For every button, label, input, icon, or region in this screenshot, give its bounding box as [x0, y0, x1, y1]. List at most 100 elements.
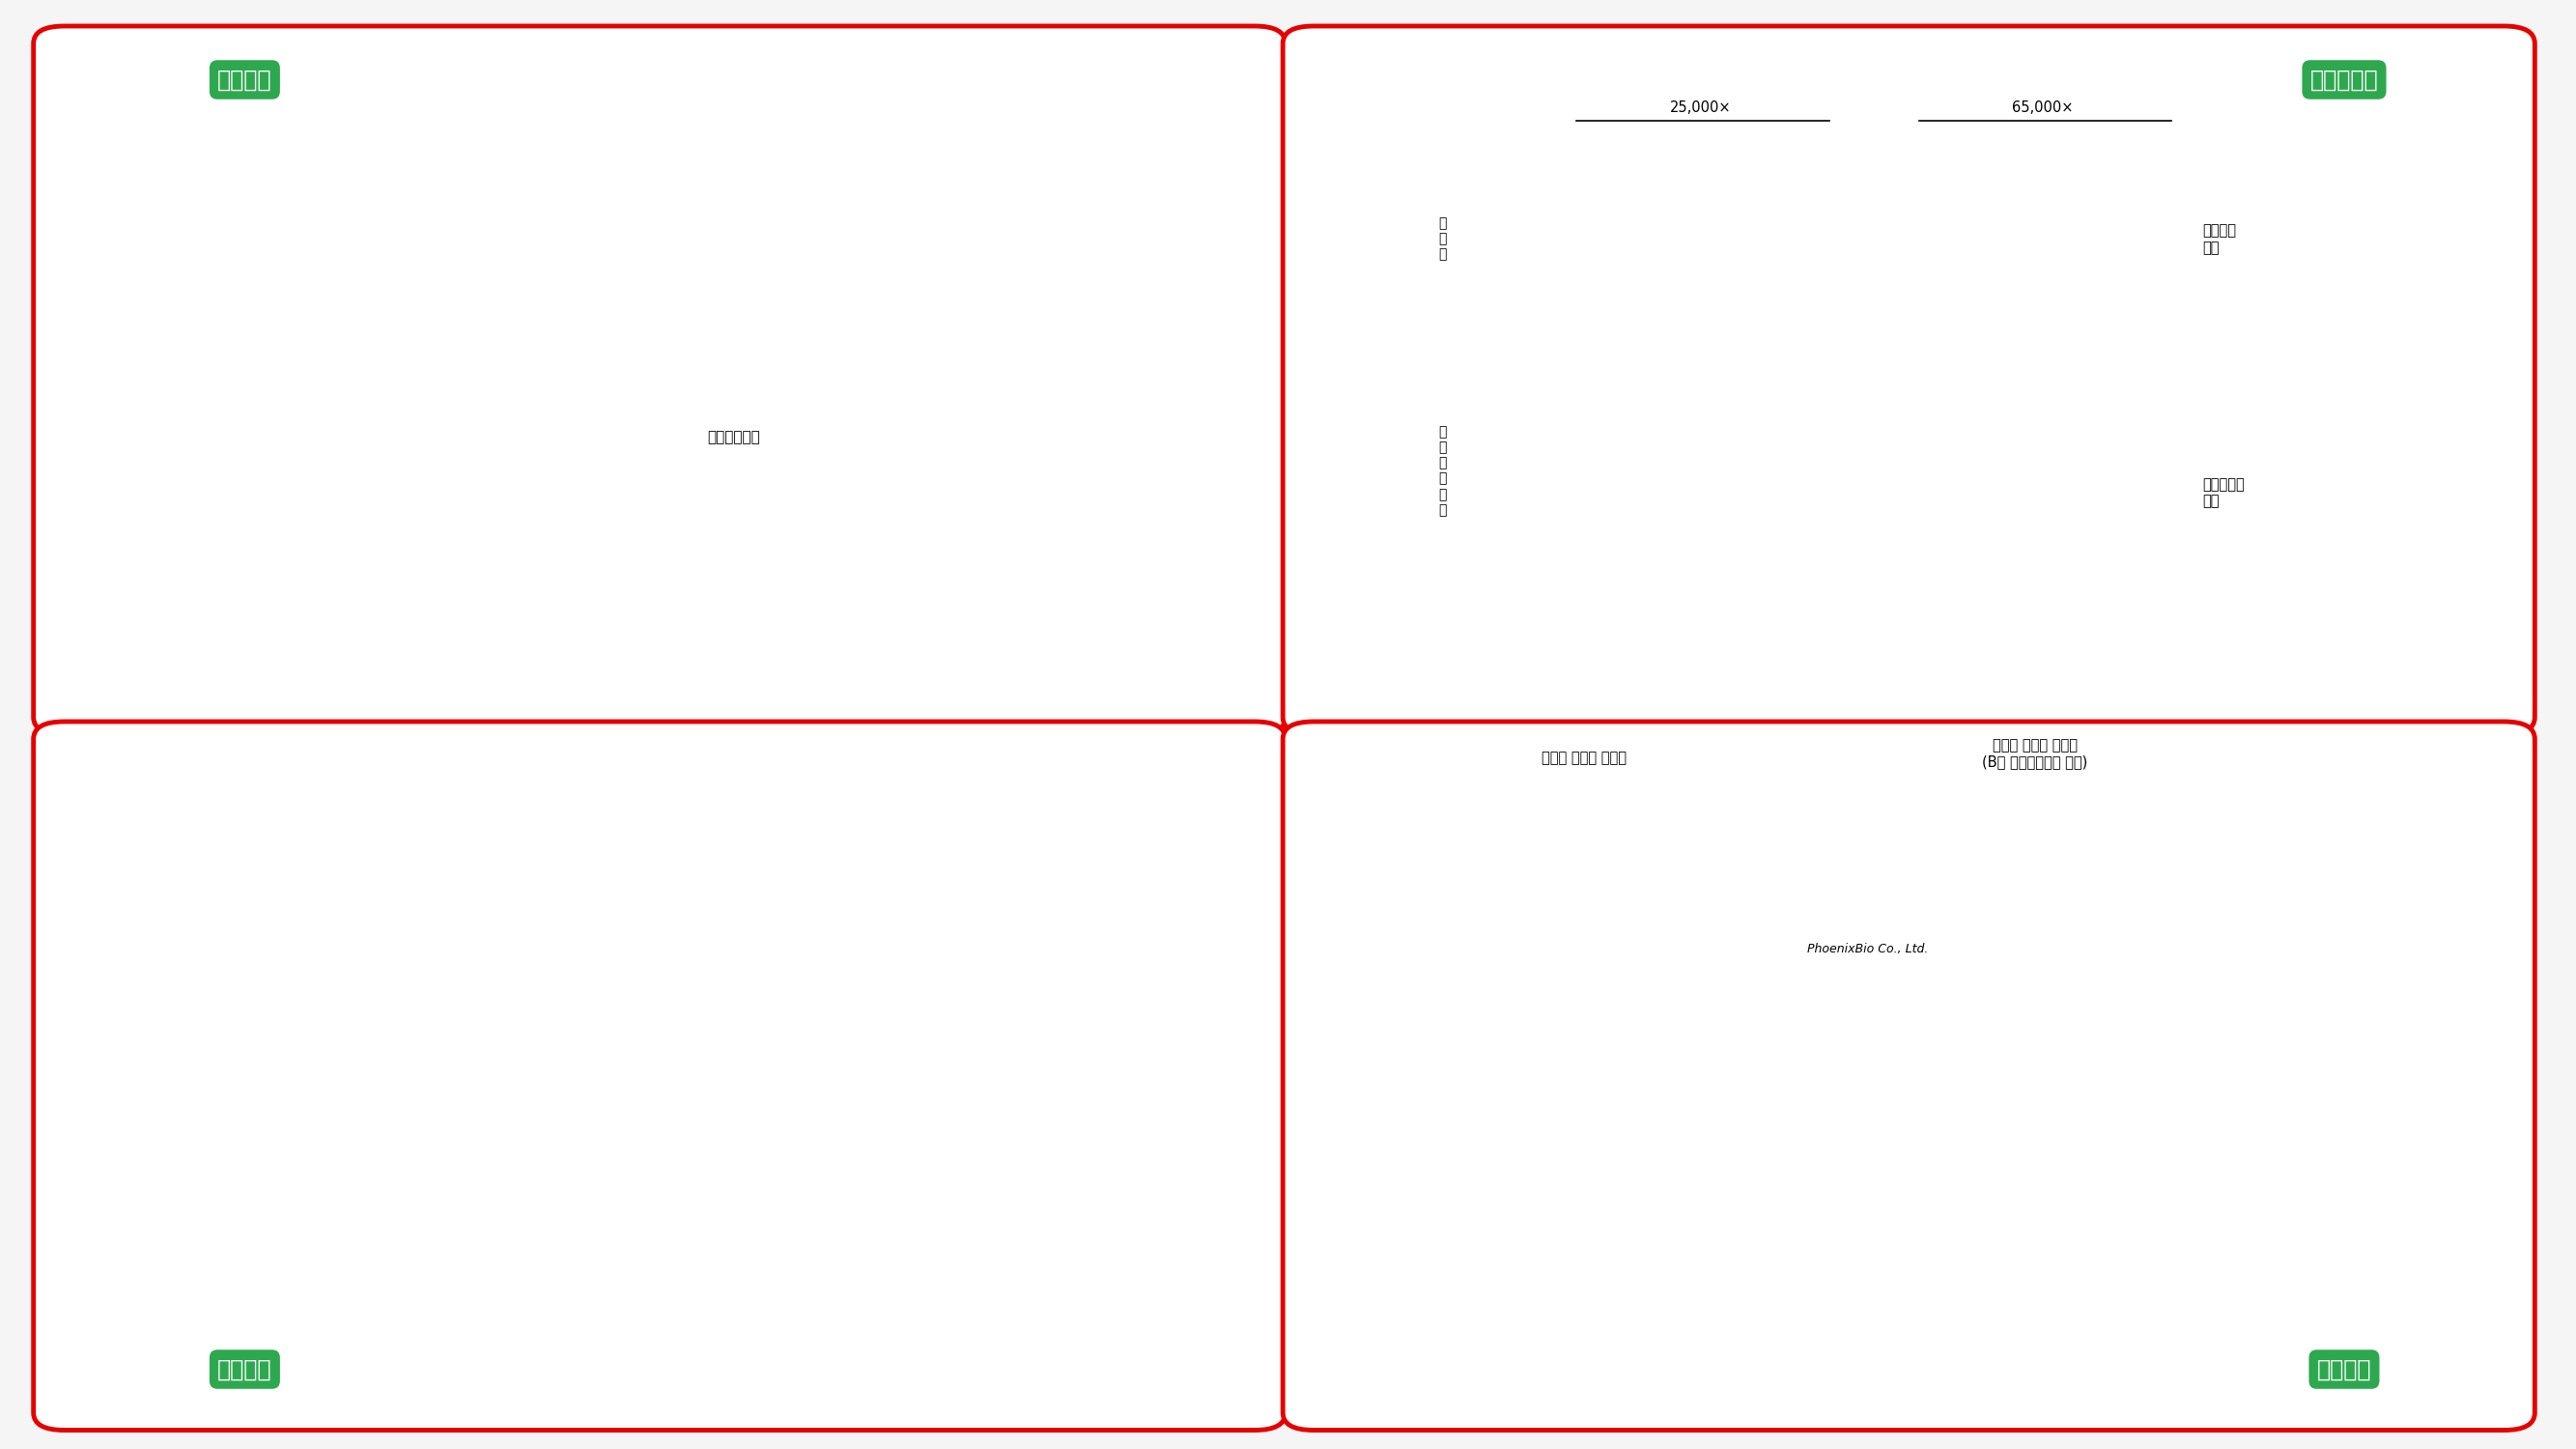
Point: [966, 193, 1007, 216]
Point: [842, 551, 884, 574]
Point: [621, 593, 662, 616]
Point: [1139, 533, 1180, 556]
Point: [309, 498, 350, 522]
Point: [1115, 285, 1157, 309]
Point: [796, 241, 837, 264]
Point: [590, 203, 631, 226]
Point: [938, 219, 979, 242]
Point: [904, 217, 945, 241]
Point: [507, 238, 549, 261]
Point: [799, 230, 840, 254]
Point: [626, 235, 667, 258]
Text: 기존 약물
억제 효율 =1: 기존 약물 억제 효율 =1: [1180, 233, 1236, 261]
Point: [569, 232, 611, 255]
Point: [312, 296, 353, 319]
Point: [793, 243, 835, 267]
Point: [626, 271, 667, 294]
Point: [417, 540, 459, 564]
Point: [278, 523, 319, 546]
Point: [791, 325, 832, 348]
Point: [737, 516, 778, 539]
Point: [829, 540, 871, 564]
Point: [629, 191, 670, 214]
Point: [806, 572, 848, 596]
Point: [559, 229, 600, 252]
Point: [345, 261, 386, 284]
Point: [355, 630, 397, 653]
Point: [984, 578, 1025, 601]
Point: [544, 225, 585, 248]
Point: [999, 565, 1041, 588]
Point: [1103, 597, 1144, 620]
Point: [1074, 225, 1115, 248]
Point: [981, 225, 1023, 248]
Point: [757, 219, 799, 242]
Point: [355, 270, 397, 293]
Point: [652, 184, 693, 207]
Point: [598, 241, 639, 264]
Point: [858, 229, 899, 252]
Point: [716, 252, 757, 275]
Point: [466, 220, 507, 243]
Point: [404, 243, 446, 267]
Point: [878, 262, 920, 285]
Text: 바이러스
감소: 바이러스 감소: [2344, 1188, 2375, 1217]
Point: [1139, 255, 1180, 278]
Point: [1136, 545, 1177, 568]
Point: [281, 542, 322, 565]
Point: [657, 283, 698, 306]
Point: [1028, 519, 1069, 542]
Point: [389, 543, 430, 567]
Point: [456, 578, 497, 601]
Point: [1023, 252, 1064, 275]
Point: [366, 265, 407, 288]
Point: [1095, 582, 1136, 606]
Point: [863, 584, 904, 607]
Point: [464, 546, 505, 569]
Circle shape: [974, 966, 1010, 987]
Point: [917, 574, 958, 597]
Point: [742, 233, 783, 256]
Point: [526, 613, 567, 636]
Point: [824, 535, 866, 558]
Point: [891, 264, 933, 287]
Point: [482, 565, 523, 588]
Point: [667, 532, 708, 555]
Point: [953, 165, 994, 188]
Point: [729, 268, 770, 291]
Point: [886, 288, 927, 312]
Point: [301, 203, 343, 226]
Point: [842, 201, 884, 225]
Point: [894, 546, 935, 569]
Point: [654, 194, 696, 217]
Point: [379, 258, 420, 281]
Point: [1118, 577, 1159, 600]
Point: [595, 582, 636, 606]
Point: [742, 554, 783, 577]
Point: [1100, 216, 1141, 239]
Point: [680, 284, 721, 307]
Point: [554, 562, 595, 585]
Point: [1064, 213, 1105, 236]
Point: [371, 190, 412, 213]
Point: [281, 222, 322, 245]
Point: [719, 571, 760, 594]
Point: [343, 200, 384, 223]
Point: [953, 565, 994, 588]
Point: [608, 509, 649, 532]
Point: [786, 556, 827, 580]
Point: [783, 284, 824, 307]
Point: [461, 283, 502, 306]
Point: [1025, 201, 1066, 225]
Point: [706, 214, 747, 238]
Point: [667, 199, 708, 222]
Point: [505, 268, 546, 291]
Point: [1046, 245, 1087, 268]
Point: [881, 277, 922, 300]
Point: [616, 513, 657, 536]
Point: [1095, 200, 1136, 223]
Point: [580, 604, 621, 627]
Point: [384, 281, 425, 304]
Point: [801, 511, 842, 535]
Point: [822, 539, 863, 562]
